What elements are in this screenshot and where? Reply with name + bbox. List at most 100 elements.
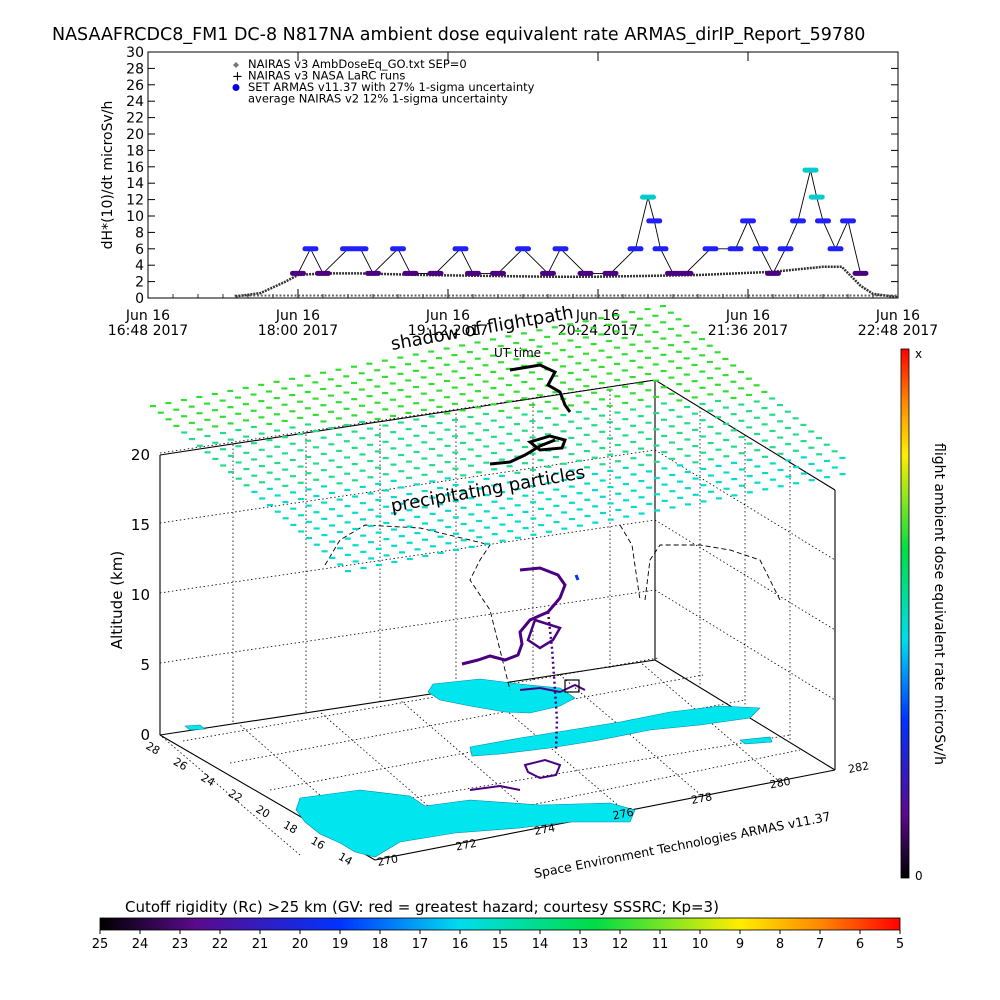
precip-marker (282, 468, 289, 471)
precip-marker (839, 456, 846, 459)
precip-marker (669, 473, 676, 477)
precip-marker (505, 351, 512, 354)
precip-marker (607, 502, 614, 505)
model-marker (680, 294, 683, 297)
precip-marker (468, 545, 475, 548)
longitude-tick-label: 276 (612, 806, 635, 823)
precip-marker (414, 515, 421, 518)
precip-marker (421, 425, 428, 428)
precip-marker (428, 382, 435, 386)
precip-marker (738, 371, 744, 374)
model-marker (793, 294, 796, 297)
precip-marker (351, 430, 358, 433)
precip-marker (390, 431, 397, 434)
precip-marker (576, 524, 583, 527)
armas-data-point (702, 246, 719, 252)
precip-marker (645, 421, 652, 424)
horizontal-colorbar-ticks: 25 24 23 22 21 20 19 18 17 16 15 14 13 12 11 10 9 8 7 6 5 (92, 930, 904, 952)
precip-marker (459, 425, 466, 428)
model-marker (452, 294, 454, 297)
precip-marker (382, 424, 389, 427)
precip-marker (800, 440, 807, 443)
model-marker (474, 294, 477, 297)
colorbar-tick-label: 15 (492, 937, 509, 952)
precip-marker (522, 462, 529, 465)
precip-marker (475, 487, 482, 490)
x-tick-label-time: 22:48 2017 (858, 323, 938, 339)
precip-marker (691, 380, 698, 383)
y-tick-label: 28 (126, 61, 144, 77)
precip-marker (561, 511, 568, 514)
precip-marker (312, 446, 319, 449)
precip-marker (777, 404, 783, 407)
precip-marker (675, 318, 682, 321)
model-marker (770, 294, 773, 297)
precip-marker (667, 311, 674, 314)
armas-data-point (815, 218, 831, 224)
precip-marker (468, 529, 475, 532)
precip-marker (452, 451, 459, 454)
precip-marker (437, 486, 444, 490)
model-marker (860, 294, 863, 297)
precip-marker (305, 455, 312, 459)
precip-marker (351, 446, 358, 449)
precip-marker (498, 458, 505, 461)
precip-marker (366, 427, 373, 430)
precip-marker (506, 448, 513, 452)
precip-marker (630, 473, 637, 476)
precip-marker (413, 402, 420, 405)
precip-marker (683, 324, 690, 327)
armas-data-point (552, 246, 569, 252)
precip-marker (654, 509, 661, 512)
precip-marker (652, 347, 659, 350)
precip-marker (528, 355, 535, 358)
model-marker (557, 294, 559, 297)
precip-marker (599, 414, 606, 417)
precip-marker (529, 452, 536, 455)
precip-marker (475, 422, 482, 425)
model-marker (504, 294, 507, 297)
precip-marker (173, 424, 180, 427)
precip-marker (684, 438, 691, 441)
precip-marker (374, 434, 381, 437)
precip-marker (405, 411, 412, 415)
colorbar-tick-label: 14 (532, 937, 549, 952)
x-tick-label-date: Jun 16 (575, 308, 620, 324)
precip-marker (560, 462, 567, 465)
precip-marker (327, 394, 334, 397)
model-marker (257, 294, 259, 297)
model-marker (740, 294, 743, 297)
precip-marker (406, 476, 413, 479)
precip-marker (638, 463, 645, 466)
model-marker (778, 294, 781, 297)
model-marker (545, 294, 548, 297)
precip-marker (777, 485, 784, 488)
precip-marker (453, 532, 460, 535)
armas-data-point (490, 270, 506, 276)
precip-marker (738, 435, 745, 439)
precip-marker (691, 363, 698, 367)
precip-marker (273, 396, 280, 400)
precip-marker (661, 451, 668, 454)
precip-marker (638, 512, 645, 515)
model-marker (714, 294, 717, 297)
precip-marker (583, 449, 590, 453)
figure-title: NASAAFRCDC8_FM1 DC-8 N817NA ambient dose… (52, 25, 865, 45)
precip-marker (745, 377, 752, 380)
model-marker (797, 294, 799, 297)
model-marker (268, 294, 271, 297)
precip-marker (352, 527, 359, 531)
precip-marker (390, 447, 397, 450)
precip-marker (615, 476, 622, 479)
precip-marker (375, 482, 382, 485)
precip-marker (436, 405, 443, 408)
precip-marker (568, 501, 575, 504)
precip-marker (290, 523, 297, 526)
precip-marker (336, 498, 343, 501)
precip-marker (707, 441, 714, 445)
model-marker (463, 294, 466, 297)
precip-marker (375, 547, 382, 550)
precip-marker (452, 500, 459, 503)
precip-marker (337, 563, 344, 566)
precip-marker (692, 493, 699, 496)
